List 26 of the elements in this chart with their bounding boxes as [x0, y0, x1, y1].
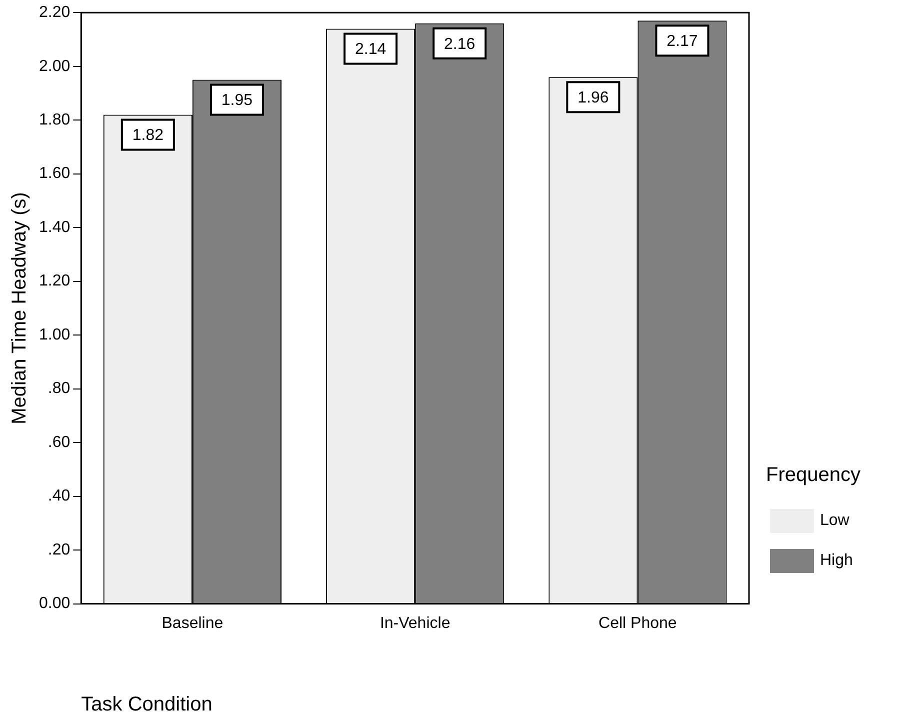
y-tick-label: .40 [48, 488, 70, 505]
data-label: 2.16 [444, 36, 476, 53]
data-label: 1.82 [132, 127, 164, 144]
y-tick-label: 1.40 [39, 218, 70, 236]
y-tick-label: .60 [48, 434, 70, 451]
y-axis-title: Median Time Headway (s) [8, 192, 31, 424]
data-label: 2.14 [354, 41, 386, 58]
y-tick-label: 1.00 [39, 326, 70, 344]
x-tick-label: Baseline [162, 614, 224, 632]
legend-label: Low [820, 512, 850, 530]
y-tick-label: 1.20 [39, 272, 70, 290]
y-tick-label: 2.20 [39, 4, 70, 22]
x-tick-label: Cell Phone [598, 614, 677, 632]
y-tick-label: 1.80 [39, 111, 70, 128]
y-tick-label: 2.00 [39, 58, 70, 75]
legend-label: High [820, 552, 853, 570]
legend-title: Frequency [766, 464, 860, 487]
data-label: 2.17 [666, 33, 698, 50]
y-tick-label: .20 [48, 541, 70, 558]
data-label: 1.95 [221, 92, 253, 110]
y-tick-label: 1.60 [39, 165, 70, 182]
x-axis-title: Task Condition [81, 694, 212, 716]
y-tick-label: .80 [48, 380, 70, 398]
y-tick-label: 0.00 [39, 595, 70, 612]
data-label: 1.96 [578, 90, 609, 106]
x-tick-label: In-Vehicle [380, 614, 450, 632]
